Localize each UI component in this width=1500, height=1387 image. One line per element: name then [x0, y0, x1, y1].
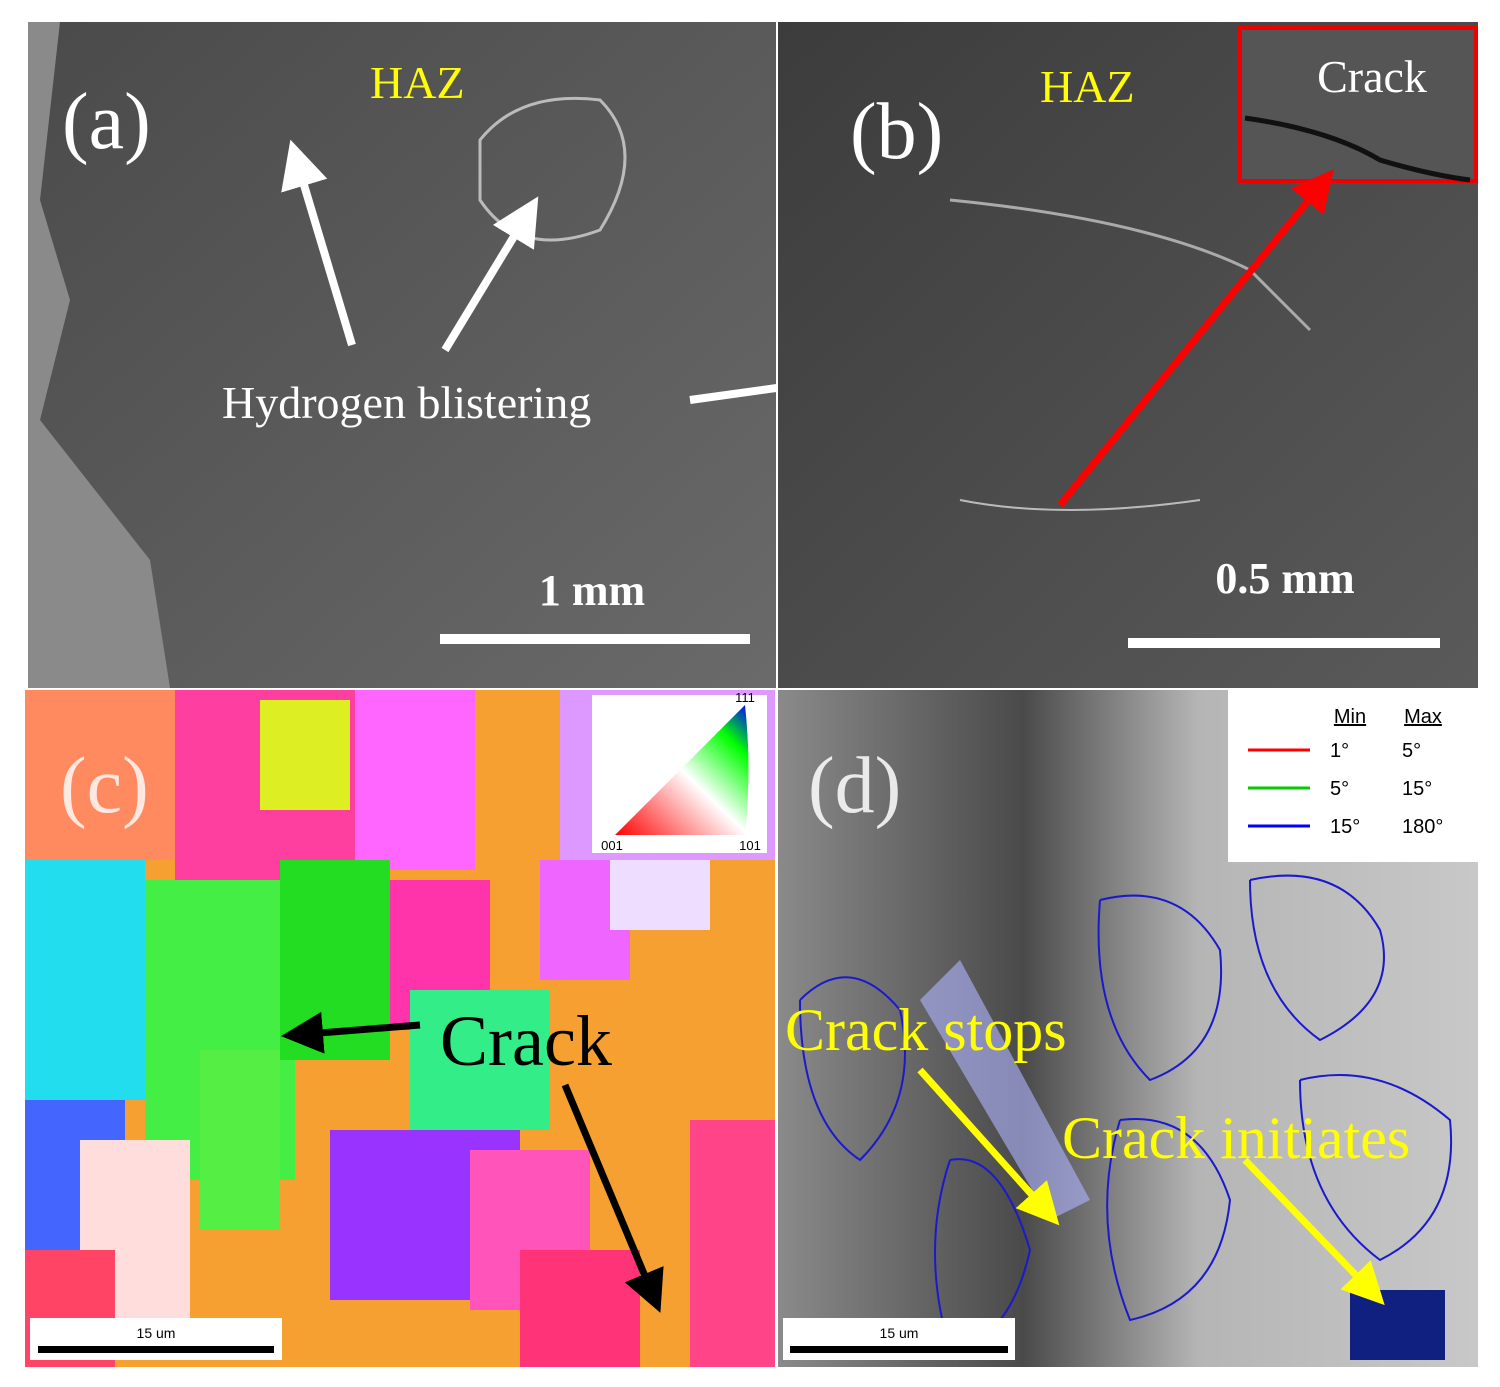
legend-min: 1°: [1330, 740, 1349, 762]
scale-bar-label: 1 mm: [539, 566, 645, 615]
legend-header: Min: [1334, 706, 1366, 728]
annotation: Crack initiates: [1062, 1105, 1410, 1171]
arrow: [281, 1011, 421, 1054]
scale-bar: [440, 634, 750, 644]
scale-bar: [38, 1346, 274, 1353]
legend-max: 180°: [1402, 816, 1443, 838]
ipf-label: 101: [739, 838, 761, 853]
scale-bar-label: 0.5 mm: [1215, 554, 1354, 603]
crack-trace: [949, 198, 1312, 332]
arrow: [1242, 1157, 1385, 1306]
legend: [1228, 690, 1478, 862]
annotation: Crack: [440, 1001, 612, 1081]
arrow: [561, 1083, 664, 1313]
arrow: [917, 1067, 1060, 1226]
legend-header: Max: [1404, 706, 1442, 728]
inset-label: Crack: [1317, 51, 1427, 102]
arrow: [441, 196, 539, 353]
ipf-label: 111: [735, 690, 755, 705]
panel-label: (d): [808, 742, 901, 830]
panel-label: (c): [60, 742, 149, 830]
crack-region: [1350, 1290, 1445, 1360]
panel-d: Min Max 1° 5° 5° 15° 15° 180° (d) Crack …: [778, 690, 1478, 1367]
inset: [1238, 26, 1478, 183]
panel-a: (a) HAZ Hydrogen blistering 1 mm: [28, 22, 1066, 688]
scale-bar: [1128, 638, 1440, 648]
arrow: [1057, 169, 1334, 508]
panel-c: 111 001 101 (c) Crack 15 um: [25, 690, 775, 1367]
scale-bar-label: 15 um: [137, 1325, 176, 1341]
crack: [1244, 115, 1471, 183]
grains: [25, 690, 775, 1367]
annotation: Crack stops: [785, 997, 1067, 1063]
annotation: Hydrogen blistering: [222, 377, 591, 428]
legend-min: 15°: [1330, 816, 1360, 838]
scale-bar: [790, 1346, 1008, 1353]
ipf-label: 001: [601, 838, 623, 853]
panel-label: (b): [850, 88, 943, 176]
legend-max: 5°: [1402, 740, 1421, 762]
crack-trace: [959, 499, 1201, 511]
legend-min: 5°: [1330, 778, 1349, 800]
legend-max: 15°: [1402, 778, 1432, 800]
panel-b: (b) HAZ Crack 0.5 mm: [778, 22, 1478, 688]
fracture-edge: [28, 22, 170, 688]
region-label: HAZ: [1040, 61, 1135, 112]
micrograph: [28, 22, 776, 688]
crack-band: [920, 960, 1090, 1220]
region-label: HAZ: [370, 57, 465, 108]
panel-label: (a): [62, 78, 151, 166]
arrow: [281, 139, 356, 347]
ipf-triangle: [615, 705, 749, 835]
scale-bar-label: 15 um: [880, 1325, 919, 1341]
